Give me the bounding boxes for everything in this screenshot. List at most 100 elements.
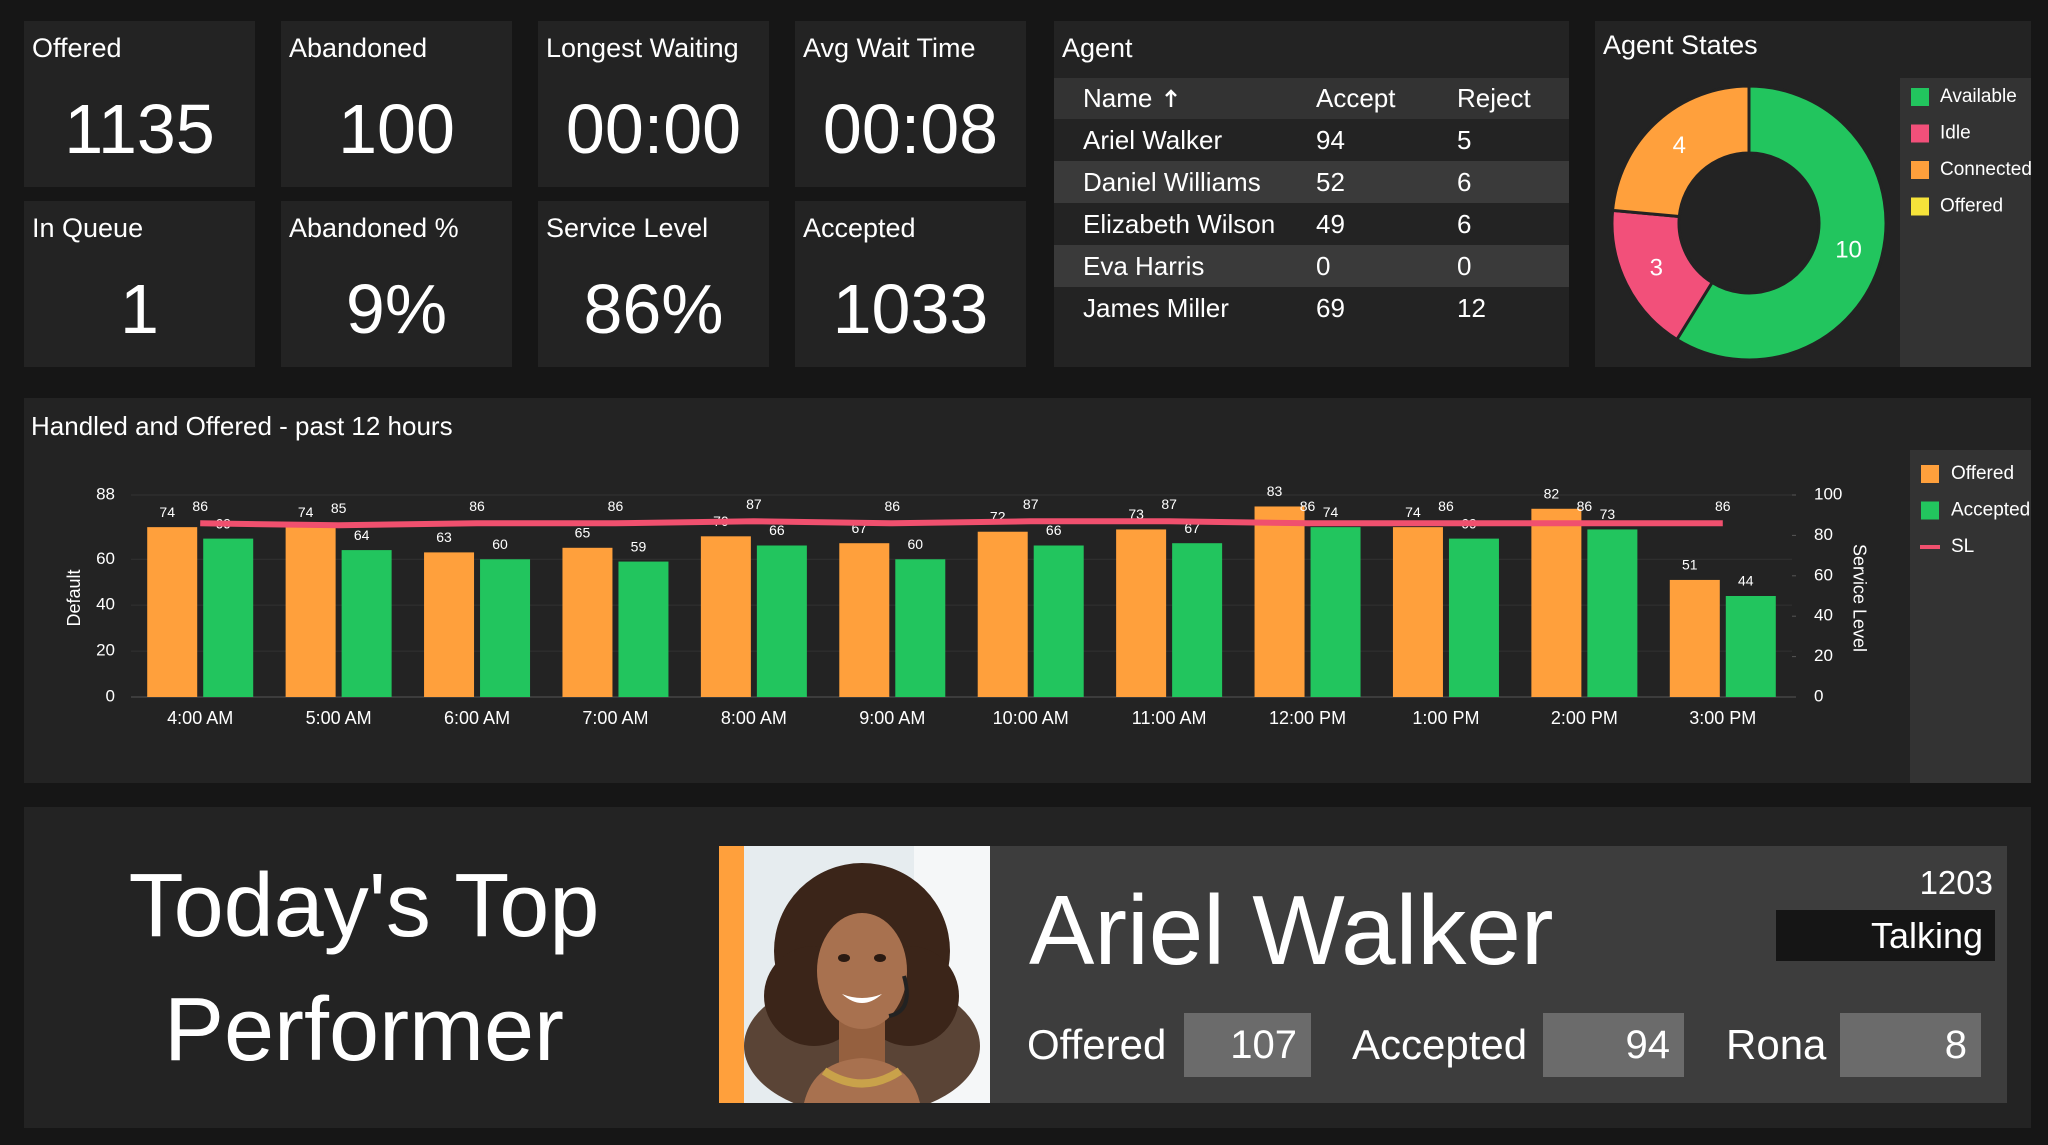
kpi-value: 9% <box>345 270 448 348</box>
kpi-value: 1033 <box>832 270 989 348</box>
y2-tick-label: 20 <box>1814 646 1833 665</box>
data-label: 86 <box>1300 498 1316 514</box>
donut-segment <box>1610 84 1751 219</box>
extension: 1203 <box>1919 864 1993 901</box>
legend-swatch <box>1911 88 1929 106</box>
bar <box>1172 543 1223 697</box>
y2-tick-label: 80 <box>1814 525 1833 544</box>
table-cell: James Miller <box>1083 293 1229 323</box>
bar <box>618 561 669 697</box>
y2-tick-label: 40 <box>1814 606 1833 625</box>
table-cell: 94 <box>1316 125 1345 155</box>
bar-chart: Handled and Offered - past 12 hours 0 20 40… <box>31 411 2031 783</box>
chart-title: Handled and Offered - past 12 hours <box>31 411 453 441</box>
table-cell: 69 <box>1316 293 1345 323</box>
legend-label: Accepted <box>1951 500 2030 521</box>
bar <box>895 559 946 697</box>
panel-title: Agent <box>1062 33 1133 63</box>
agent-name: Ariel Walker <box>1029 875 1554 985</box>
legend-box <box>1900 78 2031 367</box>
legend-label: SL <box>1951 536 1974 557</box>
y-tick-label: 20 <box>96 641 115 660</box>
data-label: 86 <box>1715 498 1731 514</box>
kpi-value: 1 <box>120 270 159 348</box>
data-label: 83 <box>1267 483 1283 499</box>
data-label: 87 <box>746 496 762 512</box>
data-label: 82 <box>1544 485 1560 501</box>
table-cell: 12 <box>1457 293 1486 323</box>
data-label: 86 <box>608 498 624 514</box>
y2-tick-label: 0 <box>1814 686 1823 705</box>
agent-photo <box>744 846 990 1103</box>
column-header: Accept <box>1316 83 1396 113</box>
data-label: 10 <box>1835 237 1862 264</box>
y-tick-label: 40 <box>96 595 115 614</box>
kpi-tile: Longest Waiting 00:00 <box>538 21 769 187</box>
bar <box>1448 538 1499 697</box>
kpi-label: Service Level <box>546 213 709 243</box>
data-label: 66 <box>1046 522 1062 538</box>
legend-swatch <box>1911 124 1929 143</box>
legend-swatch <box>1911 197 1929 216</box>
y-tick-label: 88 <box>96 484 115 503</box>
bar <box>147 527 198 697</box>
legend-label: Offered <box>1940 196 2003 217</box>
kpi-value: 86% <box>583 270 724 348</box>
table-header: Name Accept Reject <box>1054 78 1569 119</box>
bar <box>1392 527 1443 697</box>
bar <box>285 527 336 697</box>
bar <box>1116 529 1167 697</box>
data-label: 87 <box>1161 496 1177 512</box>
bar <box>839 543 890 697</box>
data-label: 59 <box>631 538 647 554</box>
stat-value: 107 <box>1184 1013 1311 1077</box>
agent-states-panel: Agent States 10 3 4 Available Idle Connected Of… <box>1595 21 2032 367</box>
kpi-value: 100 <box>338 90 455 168</box>
data-label: 4 <box>1673 132 1686 159</box>
x-tick-label: 6:00 AM <box>444 708 510 728</box>
kpi-tile: Offered 1135 <box>24 21 255 187</box>
data-label: 63 <box>436 529 452 545</box>
kpi-tile: Service Level 86% <box>538 201 769 367</box>
table-cell: Elizabeth Wilson <box>1083 209 1276 239</box>
data-label: 87 <box>1023 496 1039 512</box>
y2-axis-title: Service Level <box>1849 544 1869 652</box>
x-tick-label: 10:00 AM <box>993 708 1069 728</box>
kpi-label: Accepted <box>803 213 916 243</box>
status: Talking <box>1776 910 1995 961</box>
table-cell: 6 <box>1457 167 1472 197</box>
performer-card: Ariel Walker 1203 Talking Offered 107 Acce… <box>719 846 2007 1103</box>
bar <box>977 531 1028 697</box>
kpi-label: Abandoned <box>289 33 428 63</box>
x-tick-label: 4:00 AM <box>167 708 233 728</box>
data-label: 74 <box>159 504 175 520</box>
bar <box>203 538 254 697</box>
chart-title: Agent States <box>1603 30 1758 60</box>
donut-segment <box>1674 84 1888 362</box>
y2-tick-label: 60 <box>1814 565 1833 584</box>
kpi-label: Longest Waiting <box>546 33 739 63</box>
table-cell: 52 <box>1316 167 1345 197</box>
data-label: 86 <box>192 498 208 514</box>
y2-tick-label: 100 <box>1814 484 1842 503</box>
data-label: 74 <box>1405 504 1421 520</box>
sort-icon[interactable] <box>1162 89 1180 109</box>
table-cell: 6 <box>1457 209 1472 239</box>
bar <box>1531 508 1582 697</box>
bar <box>1587 529 1638 697</box>
table-cell: Daniel Williams <box>1083 167 1261 197</box>
column-header: Name <box>1083 78 1180 119</box>
x-tick-label: 5:00 AM <box>306 708 372 728</box>
bar <box>424 552 475 697</box>
legend-label: Connected <box>1940 159 2031 180</box>
data-label: 86 <box>469 498 485 514</box>
data-label: 44 <box>1738 573 1754 589</box>
x-tick-label: 3:00 PM <box>1689 708 1756 728</box>
y-axis-title: Default <box>64 569 84 626</box>
kpi-label: Avg Wait Time <box>803 33 976 63</box>
column-header: Reject <box>1457 83 1531 113</box>
legend-label: Offered <box>1951 463 2014 484</box>
bar <box>1310 527 1361 697</box>
bar <box>1669 579 1720 697</box>
kpi-tile: In Queue 1 <box>24 201 255 367</box>
